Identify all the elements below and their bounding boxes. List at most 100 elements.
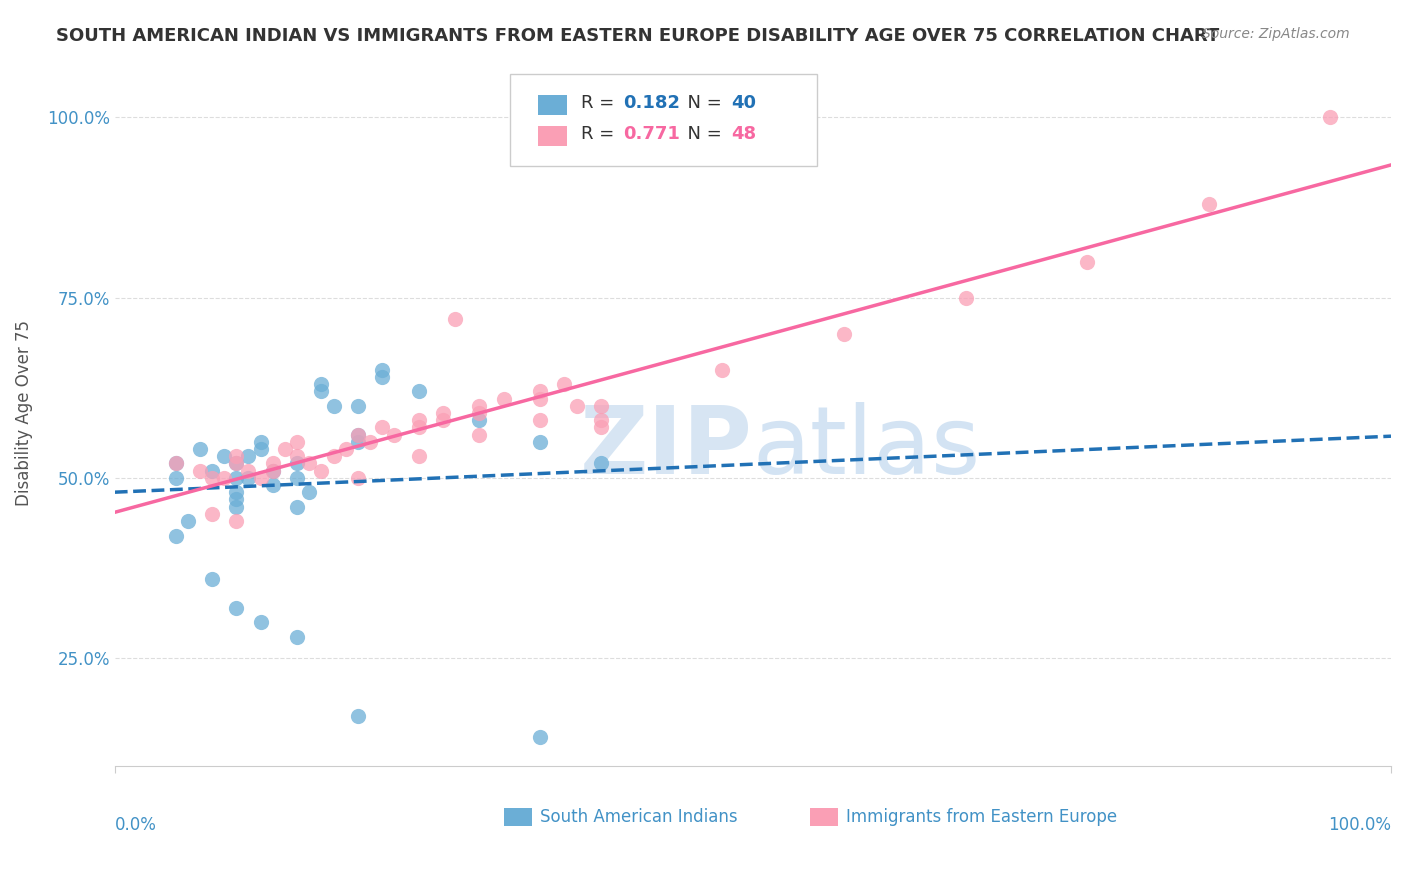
Point	[262, 457, 284, 471]
Point	[165, 471, 187, 485]
Text: R =: R =	[581, 125, 620, 143]
Point	[212, 471, 235, 485]
Point	[212, 449, 235, 463]
Point	[408, 384, 430, 399]
Text: N =: N =	[676, 125, 728, 143]
FancyBboxPatch shape	[538, 95, 567, 115]
Point	[565, 399, 588, 413]
Point	[955, 291, 977, 305]
Point	[382, 427, 405, 442]
Point	[359, 434, 381, 449]
Point	[238, 464, 260, 478]
Point	[249, 615, 271, 629]
Point	[322, 399, 344, 413]
Text: South American Indians: South American Indians	[540, 808, 737, 826]
Point	[225, 471, 247, 485]
Point	[249, 442, 271, 456]
Point	[274, 442, 297, 456]
Point	[529, 384, 551, 399]
Point	[832, 326, 855, 341]
Text: 100.0%: 100.0%	[1329, 816, 1391, 834]
Point	[225, 500, 247, 514]
Point	[589, 420, 612, 434]
Point	[347, 427, 370, 442]
Point	[285, 630, 308, 644]
Point	[347, 399, 370, 413]
Point	[468, 427, 491, 442]
Text: N =: N =	[676, 95, 728, 112]
Point	[225, 457, 247, 471]
Point	[589, 457, 612, 471]
Point	[285, 457, 308, 471]
Point	[432, 413, 454, 427]
Point	[529, 731, 551, 745]
Point	[347, 427, 370, 442]
Point	[1319, 110, 1341, 124]
Point	[238, 471, 260, 485]
Point	[165, 528, 187, 542]
Point	[201, 572, 224, 586]
Point	[249, 471, 271, 485]
Text: 48: 48	[731, 125, 756, 143]
Point	[408, 449, 430, 463]
Point	[371, 420, 394, 434]
FancyBboxPatch shape	[538, 126, 567, 145]
Text: 0.182: 0.182	[623, 95, 679, 112]
Point	[201, 464, 224, 478]
Text: ZIP: ZIP	[581, 402, 752, 494]
Point	[238, 449, 260, 463]
Text: 0.771: 0.771	[623, 125, 679, 143]
Point	[225, 457, 247, 471]
Point	[249, 434, 271, 449]
Point	[468, 399, 491, 413]
Point	[589, 399, 612, 413]
Point	[225, 449, 247, 463]
Text: Immigrants from Eastern Europe: Immigrants from Eastern Europe	[846, 808, 1118, 826]
Point	[262, 464, 284, 478]
Point	[432, 406, 454, 420]
Point	[335, 442, 357, 456]
Point	[492, 392, 515, 406]
Point	[311, 464, 333, 478]
Point	[347, 471, 370, 485]
Point	[311, 384, 333, 399]
Point	[285, 471, 308, 485]
Point	[408, 420, 430, 434]
Point	[529, 434, 551, 449]
Point	[298, 457, 321, 471]
Text: 40: 40	[731, 95, 756, 112]
Point	[529, 392, 551, 406]
Point	[529, 413, 551, 427]
Point	[1076, 254, 1098, 268]
Point	[201, 507, 224, 521]
Y-axis label: Disability Age Over 75: Disability Age Over 75	[15, 320, 32, 506]
Point	[201, 471, 224, 485]
Point	[347, 434, 370, 449]
Point	[285, 449, 308, 463]
Point	[311, 377, 333, 392]
Point	[1198, 197, 1220, 211]
Point	[322, 449, 344, 463]
Point	[468, 406, 491, 420]
Point	[711, 362, 734, 376]
Point	[553, 377, 575, 392]
Point	[262, 464, 284, 478]
Point	[589, 413, 612, 427]
Point	[298, 485, 321, 500]
Point	[347, 709, 370, 723]
FancyBboxPatch shape	[510, 74, 817, 166]
Point	[225, 514, 247, 528]
Point	[188, 442, 211, 456]
Text: 0.0%: 0.0%	[115, 816, 156, 834]
Point	[371, 370, 394, 384]
Point	[165, 457, 187, 471]
Point	[408, 413, 430, 427]
Point	[188, 464, 211, 478]
FancyBboxPatch shape	[503, 808, 531, 826]
Point	[225, 600, 247, 615]
Text: SOUTH AMERICAN INDIAN VS IMMIGRANTS FROM EASTERN EUROPE DISABILITY AGE OVER 75 C: SOUTH AMERICAN INDIAN VS IMMIGRANTS FROM…	[56, 27, 1219, 45]
Point	[165, 457, 187, 471]
Point	[371, 362, 394, 376]
Point	[225, 492, 247, 507]
FancyBboxPatch shape	[810, 808, 838, 826]
